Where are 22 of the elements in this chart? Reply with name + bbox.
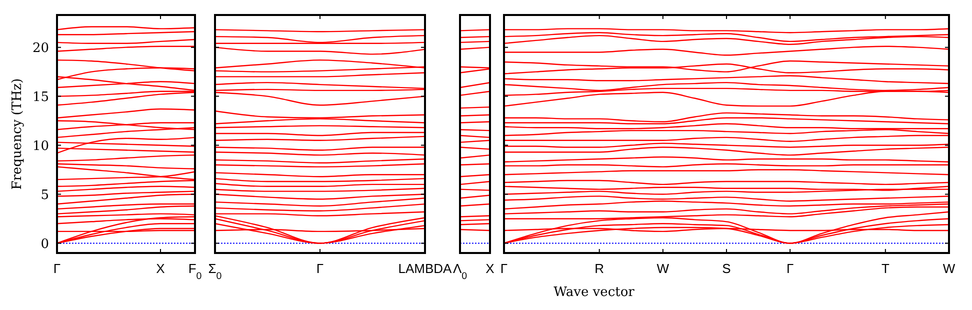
x-axis-title: Wave vector [554,285,636,300]
x-tick-label: LAMBDA [398,261,452,276]
x-tick-label: Γ [53,261,61,276]
x-tick-label: Γ [500,261,508,276]
x-tick-label: W [942,261,956,276]
y-tick-label: 20 [32,40,49,56]
x-tick-label: Γ [316,261,324,276]
y-tick-label: 10 [32,138,49,154]
x-tick-label: Λ$_{0}$ [452,261,468,282]
x-tick-label: X [486,261,495,276]
x-tick-label: W [656,261,670,276]
x-tick-label: X [156,261,166,276]
x-tick-label: Γ [786,261,794,276]
x-tick-label: T [881,261,890,276]
y-tick-label: 5 [40,188,49,203]
y-tick-label: 15 [32,90,49,105]
x-tick-label: R [594,261,604,276]
x-tick-label: S [722,261,732,276]
x-tick-label: Σ$_{0}$ [208,261,222,282]
x-tick-label: F$_{0}$ [188,261,202,282]
y-tick-label: 0 [40,236,49,252]
y-axis-title: Frequency (THz) [10,78,25,190]
